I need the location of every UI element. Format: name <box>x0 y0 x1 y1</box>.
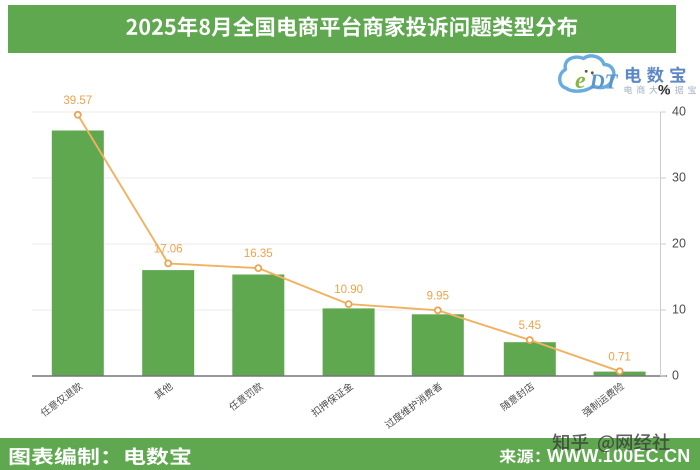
svg-text:10: 10 <box>672 303 686 317</box>
svg-text:0: 0 <box>672 369 679 383</box>
svg-text:39.57: 39.57 <box>63 95 92 107</box>
svg-text:40: 40 <box>672 105 686 119</box>
svg-text:20: 20 <box>672 237 686 251</box>
svg-text:WWW.100EC.CN: WWW.100EC.CN <box>547 446 690 466</box>
svg-text:30: 30 <box>672 171 686 185</box>
svg-text:5.45: 5.45 <box>519 320 541 332</box>
svg-text:DT: DT <box>589 70 619 94</box>
svg-text:e: e <box>575 68 586 94</box>
svg-text:16.35: 16.35 <box>244 248 273 260</box>
svg-text:17.06: 17.06 <box>154 243 183 255</box>
svg-text:%: % <box>658 82 671 98</box>
svg-text:10.90: 10.90 <box>334 284 363 296</box>
svg-text:0.71: 0.71 <box>608 351 630 363</box>
svg-text:9.95: 9.95 <box>427 290 449 302</box>
